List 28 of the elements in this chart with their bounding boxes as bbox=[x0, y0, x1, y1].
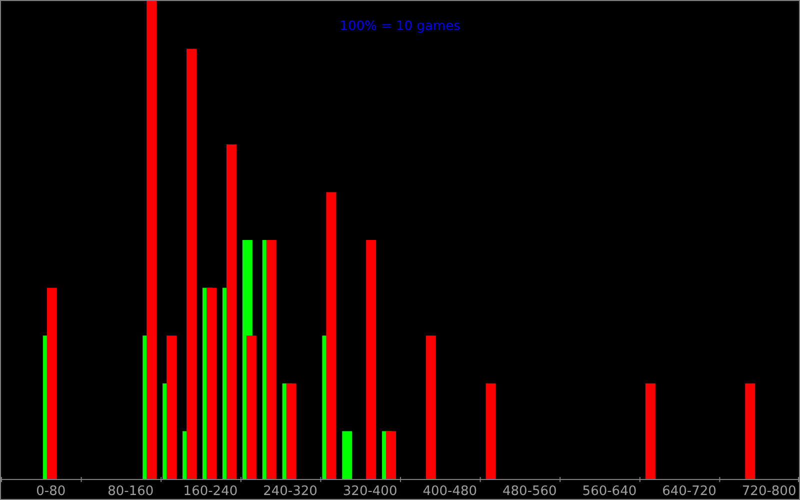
bar bbox=[386, 431, 396, 479]
bar bbox=[426, 336, 436, 479]
bar bbox=[486, 383, 496, 479]
x-tick-label: 160-240 bbox=[183, 484, 238, 499]
bar bbox=[166, 336, 177, 479]
bar bbox=[366, 240, 376, 479]
x-tick-label: 720-800 bbox=[742, 484, 796, 499]
bar bbox=[46, 288, 57, 479]
bar bbox=[342, 431, 352, 479]
x-tick-label: 640-720 bbox=[662, 484, 716, 499]
x-tick-label: 560-640 bbox=[582, 484, 637, 499]
x-tick-label: 80-160 bbox=[108, 484, 154, 499]
x-tick-label: 0-80 bbox=[36, 484, 66, 499]
bar bbox=[186, 48, 197, 479]
bar bbox=[226, 144, 236, 479]
bar bbox=[146, 1, 157, 479]
bar bbox=[645, 383, 656, 479]
annotation: 100% = 10 games bbox=[340, 19, 461, 34]
bar bbox=[286, 383, 296, 479]
bar bbox=[266, 240, 276, 479]
bar bbox=[745, 383, 756, 479]
bar bbox=[206, 288, 216, 479]
x-tick-label: 400-480 bbox=[422, 484, 478, 499]
x-tick-label: 240-320 bbox=[263, 484, 318, 499]
x-tick-label: 320-400 bbox=[342, 484, 398, 499]
x-tick-label: 480-560 bbox=[502, 484, 557, 499]
bar bbox=[246, 336, 256, 479]
bar bbox=[326, 192, 336, 479]
